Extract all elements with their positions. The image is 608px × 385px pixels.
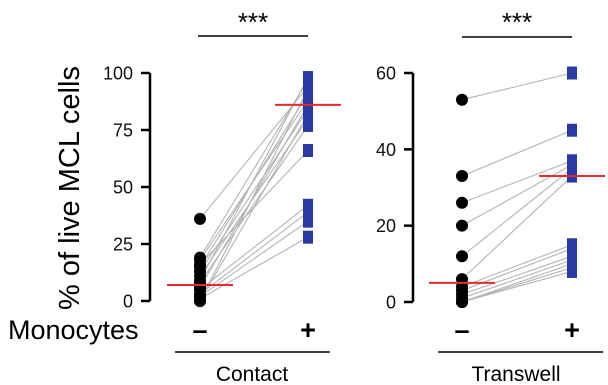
paired-connector-line xyxy=(461,263,573,303)
plus-point xyxy=(303,214,313,228)
plus-point xyxy=(303,205,313,219)
y-tick-label: 0 xyxy=(123,292,133,312)
y-tick-label: 40 xyxy=(376,140,396,160)
group-label: Transwell xyxy=(471,363,560,385)
minus-point xyxy=(456,196,468,209)
plot-area-contact: 0 25 50 75 100 xyxy=(103,64,341,312)
y-tick-label: 25 xyxy=(113,235,133,255)
plus-point xyxy=(303,230,313,244)
paired-connector-line xyxy=(461,244,573,288)
paired-connector-line xyxy=(461,164,573,227)
plus-point xyxy=(303,71,313,85)
minus-point xyxy=(456,93,468,106)
y-tick-label: 0 xyxy=(386,293,396,313)
significance-stars: *** xyxy=(238,7,268,37)
y-tick-label: 60 xyxy=(376,64,396,84)
paired-connector-line xyxy=(199,220,309,297)
paired-connector-line xyxy=(199,77,309,281)
paired-connector-line xyxy=(461,129,573,177)
minus-point xyxy=(194,212,206,225)
minus-point xyxy=(456,296,468,308)
paired-connector-line xyxy=(199,236,309,300)
y-tick-label: 75 xyxy=(113,121,133,141)
minus-point xyxy=(456,250,468,263)
group-label: Contact xyxy=(216,363,289,385)
category-label-plus: + xyxy=(300,315,316,345)
paired-connector-line xyxy=(199,211,309,295)
paired-connector-line xyxy=(199,79,309,258)
paired-connector-line xyxy=(461,175,573,280)
plus-point xyxy=(567,161,577,175)
panel-transwell: *** 0 20 40 60 – + Transwell xyxy=(376,7,605,385)
paired-connector-line xyxy=(461,270,573,303)
significance-stars: *** xyxy=(502,7,532,37)
minus-point xyxy=(456,219,468,232)
plus-point xyxy=(567,264,577,278)
category-label-minus: – xyxy=(192,315,207,345)
paired-connector-line xyxy=(199,109,309,272)
paired-connector-line xyxy=(199,88,309,302)
x-axis-label: Monocytes xyxy=(8,315,139,345)
y-tick-label: 50 xyxy=(113,178,133,198)
paired-connector-line xyxy=(461,167,573,257)
y-tick-label: 100 xyxy=(103,64,133,84)
plus-point xyxy=(567,242,577,256)
paired-connector-line xyxy=(461,255,573,295)
paired-connector-line xyxy=(461,72,573,101)
plus-point xyxy=(567,123,577,137)
minus-point xyxy=(194,295,206,307)
minus-point xyxy=(456,170,468,183)
plus-point xyxy=(303,107,313,121)
paired-connector-line xyxy=(199,204,309,291)
y-tick-label: 20 xyxy=(376,216,396,236)
plus-point xyxy=(303,82,313,96)
plot-area-transwell: 0 20 40 60 xyxy=(376,64,605,313)
plus-point xyxy=(567,66,577,80)
plus-point xyxy=(303,198,313,212)
paired-connector-line xyxy=(461,259,573,299)
panel-contact: *** 0 25 50 75 100 – + Contact xyxy=(103,7,341,385)
category-label-plus: + xyxy=(564,315,580,345)
paired-connector-line xyxy=(199,113,309,302)
paired-connector-line xyxy=(461,267,573,303)
plus-point xyxy=(303,144,313,158)
paired-connector-line xyxy=(461,160,573,204)
category-label-minus: – xyxy=(454,315,469,345)
y-axis-label: % of live MCL cells xyxy=(54,66,86,310)
plus-point xyxy=(303,118,313,132)
